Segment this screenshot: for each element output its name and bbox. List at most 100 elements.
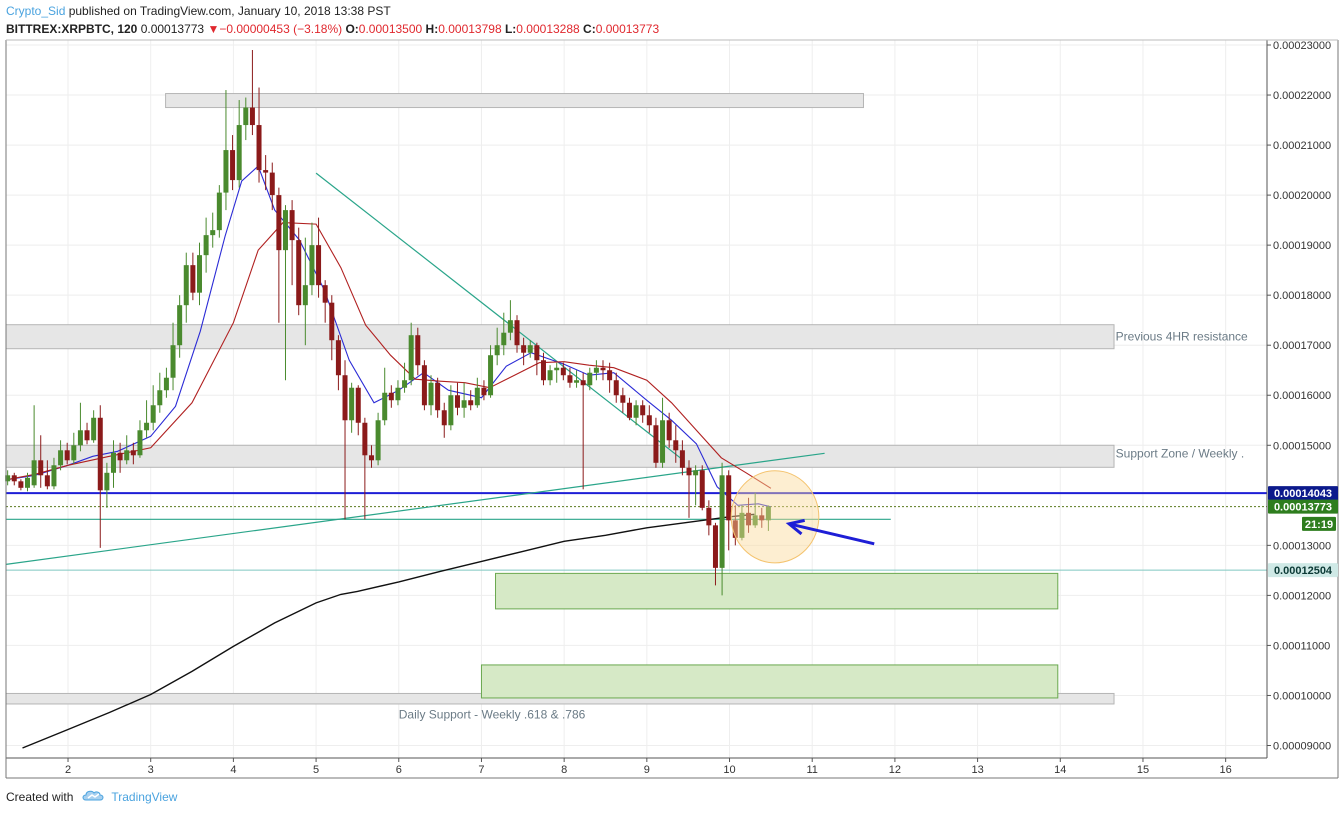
bearish-candle [468, 400, 474, 406]
bullish-candle [382, 392, 388, 421]
bearish-candle [38, 460, 44, 476]
bearish-candle [117, 452, 123, 461]
time-axis-ticks: 2 3 4 5 6 7 8 9 10 11 12 13 14 15 16 [65, 758, 1232, 776]
price-tick-label: 0.00016000 [1273, 390, 1331, 402]
price-tick-label: 0.00021000 [1273, 140, 1331, 152]
time-tick-label: 9 [644, 764, 650, 776]
bearish-candle [673, 440, 679, 451]
price-tick-label: 0.00009000 [1273, 740, 1331, 752]
bearish-candle [706, 507, 712, 526]
bullish-candle [547, 370, 553, 381]
bearish-candle [699, 470, 705, 508]
footer: Created with TradingView [6, 788, 177, 805]
time-tick-label: 14 [1054, 764, 1066, 776]
time-tick-label: 13 [971, 764, 983, 776]
bullish-candle [5, 475, 11, 482]
bullish-candle [104, 472, 110, 491]
bearish-candle [322, 285, 328, 303]
change-arrow-icon: ▼ [207, 22, 220, 36]
bearish-candle [454, 395, 460, 408]
bullish-candle [203, 235, 209, 256]
bullish-candle [302, 285, 308, 306]
bullish-candle [554, 367, 560, 371]
bullish-candle [216, 192, 222, 231]
zones [5, 93, 1115, 705]
bearish-candle [666, 420, 672, 441]
bullish-candle [163, 377, 169, 391]
candles [5, 50, 771, 596]
bearish-candle [335, 340, 341, 376]
zone-annotation: Daily Support - Weekly .618 & .786 [399, 707, 586, 721]
bearish-candle [679, 450, 685, 468]
price-badge-label: 21:19 [1305, 519, 1333, 531]
price-tick-label: 0.00023000 [1273, 40, 1331, 52]
bullish-candle [196, 255, 202, 293]
price-tick-label: 0.00015000 [1273, 440, 1331, 452]
bearish-candle [64, 450, 70, 461]
bullish-candle [71, 445, 77, 461]
bearish-candle [230, 150, 236, 181]
time-tick-label: 2 [65, 764, 71, 776]
tradingview-link[interactable]: TradingView [111, 789, 178, 804]
bullish-candle [461, 400, 467, 408]
bearish-candle [580, 380, 586, 386]
bullish-candle [593, 367, 599, 373]
bearish-candle [540, 360, 546, 381]
bearish-candle [712, 525, 718, 568]
bullish-candle [282, 210, 288, 251]
bullish-candle [31, 460, 37, 486]
bullish-candle [137, 430, 143, 456]
plot-area[interactable] [6, 40, 1267, 758]
bearish-candle [355, 387, 361, 423]
price-badge [1268, 563, 1338, 578]
bearish-candle [435, 382, 441, 411]
bearish-candle [481, 387, 487, 396]
price-tick-label: 0.00018000 [1273, 290, 1331, 302]
resistance-support-zone [5, 324, 1115, 350]
bearish-candle [640, 405, 646, 416]
price-badge-label: 0.00013773 [1274, 502, 1332, 514]
bearish-candle [269, 172, 275, 196]
bullish-candle [77, 430, 83, 446]
bullish-candle [124, 450, 130, 461]
bullish-candle [428, 382, 434, 406]
time-tick-label: 7 [478, 764, 484, 776]
bullish-candle [309, 245, 315, 286]
price-tick-label: 0.00013000 [1273, 540, 1331, 552]
bullish-candle [223, 150, 229, 193]
bullish-candle [24, 477, 30, 488]
price-tick-label: 0.00011000 [1273, 640, 1330, 652]
price-tick-label: 0.00010000 [1273, 690, 1331, 702]
price-tick-label: 0.00017000 [1273, 340, 1331, 352]
bearish-candle [567, 375, 573, 383]
price-change: −0.00000453 (−3.18%) [219, 22, 343, 36]
bearish-candle [256, 125, 262, 171]
arrow-shaft [788, 522, 875, 546]
bearish-candle [342, 375, 348, 421]
bullish-candle [448, 395, 454, 426]
close-label: C: [583, 22, 596, 36]
author-link[interactable]: Crypto_Sid [6, 4, 66, 18]
time-tick-label: 11 [807, 764, 818, 776]
bearish-candle [18, 481, 24, 488]
time-tick-label: 6 [396, 764, 402, 776]
bullish-candle [144, 422, 150, 431]
open-label: O: [345, 22, 359, 36]
bullish-candle [58, 450, 64, 466]
bullish-candle [752, 515, 758, 526]
bearish-candle [521, 345, 527, 353]
bullish-candle [660, 420, 666, 463]
trendline [315, 172, 685, 462]
resistance-support-zone [5, 444, 1115, 468]
low-value: 0.00013288 [516, 22, 580, 36]
resistance-support-zone [165, 93, 864, 109]
bearish-candle [289, 210, 295, 241]
bullish-candle [183, 265, 189, 306]
price-tick-label: 0.00012000 [1273, 590, 1331, 602]
arrow-head-icon [785, 518, 806, 536]
time-tick-label: 16 [1220, 764, 1232, 776]
bullish-candle [157, 390, 163, 406]
bearish-candle [726, 475, 732, 521]
price-badge [1302, 516, 1336, 531]
